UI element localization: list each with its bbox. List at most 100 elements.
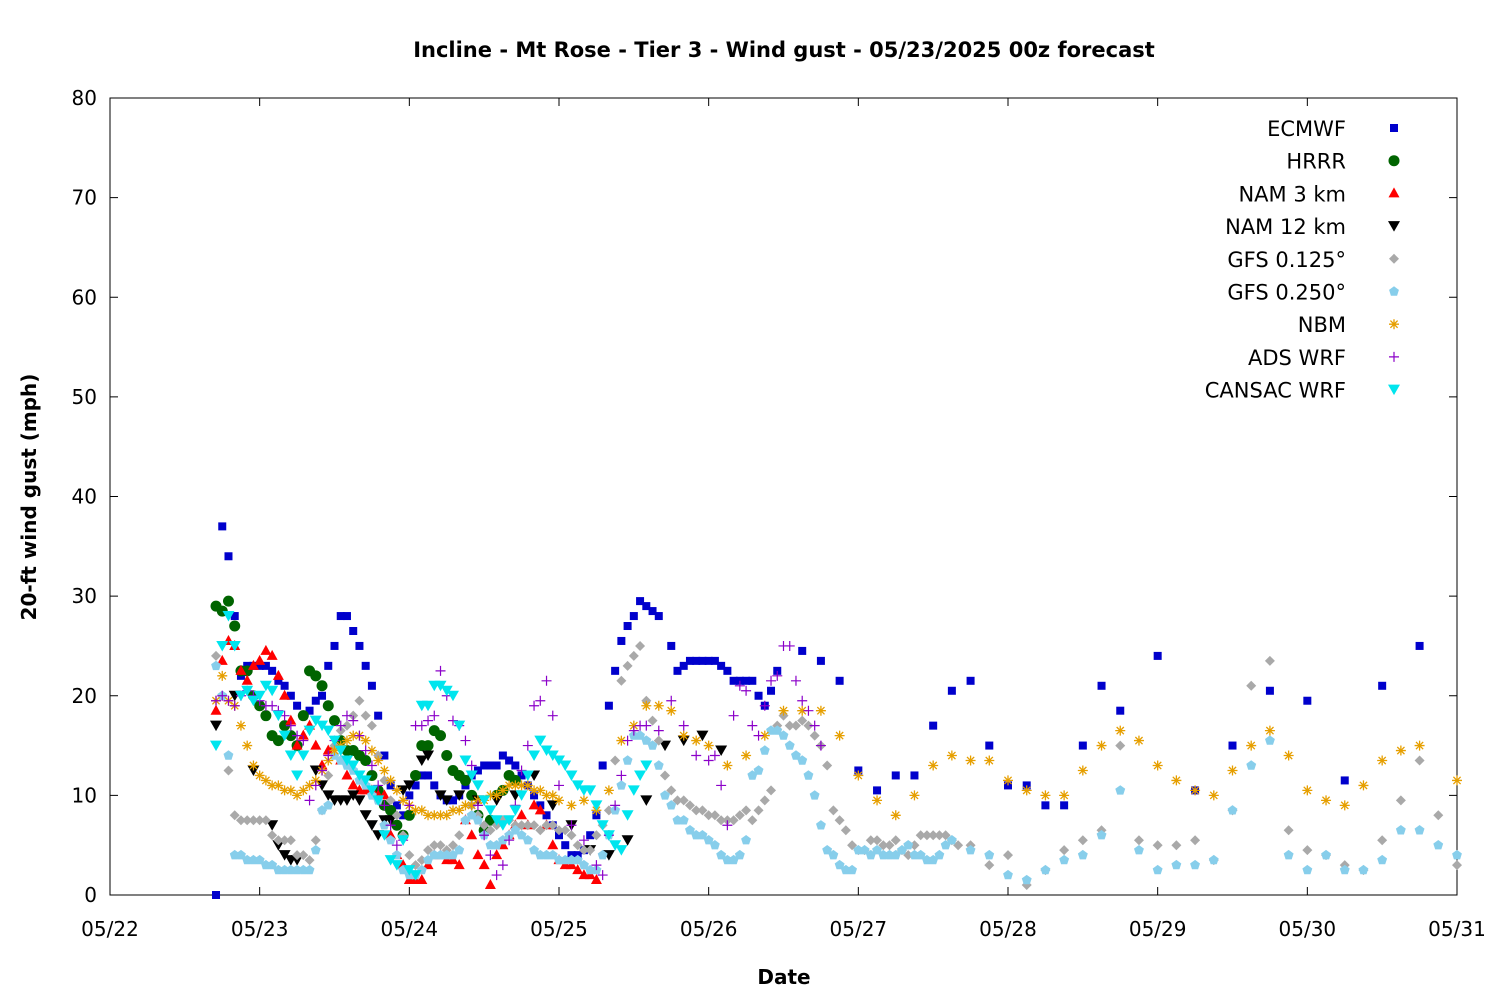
data-point: [466, 800, 477, 811]
data-point: [590, 874, 602, 885]
data-point: [447, 840, 458, 851]
data-point: [716, 780, 727, 791]
data-point: [516, 830, 527, 840]
data-point: [716, 815, 727, 826]
data-point: [405, 791, 414, 800]
data-point: [1171, 859, 1182, 870]
data-point: [367, 681, 376, 690]
data-point: [921, 830, 932, 841]
data-point: [541, 820, 552, 831]
legend-marker: [1388, 384, 1400, 396]
data-point: [279, 835, 290, 846]
data-point: [423, 810, 434, 821]
data-point: [747, 720, 758, 731]
data-point: [890, 835, 901, 846]
data-point: [223, 750, 234, 760]
data-point: [591, 830, 602, 841]
data-point: [722, 760, 733, 771]
data-point: [297, 750, 310, 762]
data-point: [853, 770, 864, 781]
data-point: [424, 771, 433, 780]
data-point: [273, 835, 284, 846]
data-point: [678, 795, 689, 806]
data-point: [311, 696, 320, 705]
data-point: [293, 701, 302, 710]
data-point: [872, 835, 883, 846]
data-point: [379, 765, 390, 776]
data-point: [803, 705, 814, 716]
data-point: [529, 845, 539, 855]
data-point: [415, 755, 428, 767]
data-point: [621, 835, 634, 846]
x-axis-label: Date: [757, 965, 810, 989]
data-point: [323, 770, 334, 781]
data-point: [454, 805, 465, 816]
data-point: [222, 595, 234, 607]
data-point: [392, 801, 401, 810]
data-point: [1096, 740, 1107, 751]
data-point: [223, 695, 234, 706]
data-point: [1040, 790, 1051, 801]
data-point: [322, 790, 335, 801]
data-point: [267, 700, 278, 711]
y-tick-label: 50: [72, 385, 97, 409]
data-point: [515, 790, 528, 801]
data-point: [304, 864, 315, 875]
data-point: [1246, 740, 1257, 751]
data-point: [347, 779, 359, 790]
data-point: [340, 795, 353, 806]
data-point: [385, 829, 397, 840]
data-point: [353, 770, 366, 781]
data-point: [479, 830, 490, 841]
data-point: [603, 785, 614, 796]
data-point: [447, 805, 458, 816]
legend-label: HRRR: [1286, 150, 1346, 174]
data-point: [828, 849, 839, 860]
data-point: [224, 552, 233, 561]
data-point: [915, 830, 926, 841]
data-point: [403, 780, 416, 791]
data-point: [1340, 776, 1349, 785]
data-point: [940, 840, 951, 850]
y-tick-label: 20: [72, 684, 97, 708]
data-point: [847, 840, 858, 851]
x-tick-label: 05/29: [1129, 917, 1187, 941]
data-point: [572, 840, 583, 851]
data-point: [797, 715, 808, 726]
data-point: [834, 730, 845, 741]
data-point: [553, 755, 565, 767]
data-point: [540, 745, 553, 757]
data-point: [1208, 790, 1219, 801]
data-point: [317, 805, 327, 815]
data-point: [466, 810, 477, 820]
data-point: [354, 730, 365, 741]
data-point: [947, 686, 956, 695]
data-point: [242, 815, 253, 826]
data-point: [753, 730, 764, 741]
data-point: [1097, 681, 1106, 690]
data-point: [1060, 801, 1069, 810]
data-point: [617, 636, 626, 645]
data-point: [772, 725, 783, 735]
data-point: [529, 785, 540, 796]
data-point: [554, 780, 564, 791]
legend-marker: [1388, 187, 1400, 198]
data-point: [741, 835, 751, 845]
data-point: [291, 770, 304, 781]
data-point: [566, 830, 577, 841]
data-point: [511, 761, 520, 770]
data-point: [211, 660, 221, 671]
data-point: [335, 720, 346, 731]
data-point: [965, 755, 976, 766]
data-point: [505, 756, 514, 765]
data-point: [547, 839, 559, 850]
data-point: [272, 669, 284, 680]
data-point: [1021, 874, 1032, 885]
data-point: [210, 720, 223, 732]
data-point: [1246, 760, 1257, 770]
x-tick-label: 05/28: [979, 917, 1037, 941]
data-point: [1265, 735, 1275, 745]
data-point: [255, 661, 264, 670]
data-point: [323, 750, 334, 761]
data-point: [784, 640, 795, 651]
